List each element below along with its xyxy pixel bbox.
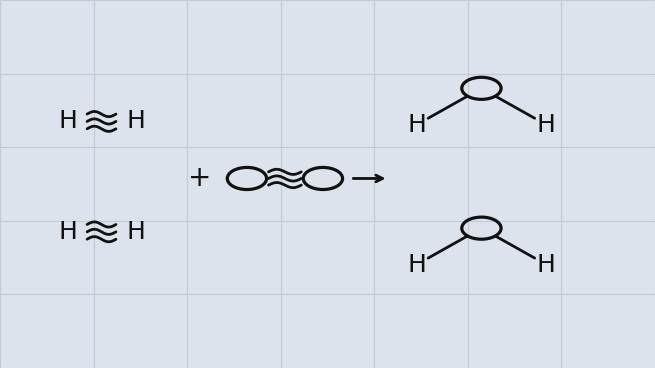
- Text: H: H: [58, 109, 77, 134]
- Text: H: H: [537, 252, 555, 277]
- Text: +: +: [188, 164, 212, 192]
- Text: H: H: [407, 252, 426, 277]
- Text: H: H: [126, 220, 145, 244]
- Text: H: H: [58, 220, 77, 244]
- Text: H: H: [407, 113, 426, 137]
- Text: H: H: [537, 113, 555, 137]
- Text: H: H: [126, 109, 145, 134]
